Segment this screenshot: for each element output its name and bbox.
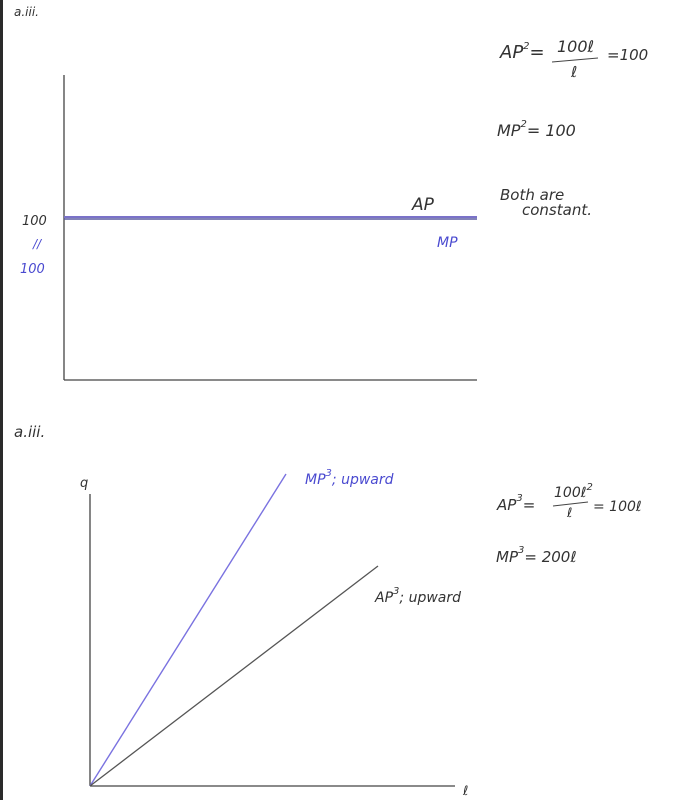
- y-tick-100: 100: [22, 214, 47, 229]
- part1-notes: AP2= 100ℓ ℓ =100 MP2= 100 Both are const…: [497, 37, 648, 219]
- conclusion-line2: constant.: [522, 201, 592, 219]
- ap-label: AP: [411, 195, 435, 215]
- equivalence-mark: //: [32, 237, 43, 251]
- y-axis-label-q: q: [80, 476, 88, 491]
- ap2-denominator: ℓ: [570, 63, 577, 81]
- page-left-edge: [0, 0, 3, 800]
- fraction-bar: [551, 57, 599, 63]
- part2-label: a.iii.: [14, 423, 45, 441]
- conclusion-line1: Both are: [500, 186, 564, 204]
- mp-label: MP: [437, 235, 458, 251]
- ap3-numerator: 100ℓ2: [554, 482, 593, 501]
- ap3-denominator: ℓ: [566, 506, 572, 521]
- mp2-equation: MP2= 100: [497, 119, 576, 140]
- ap3-result: = 100ℓ: [593, 499, 642, 515]
- mp3-equation: MP3= 200ℓ: [496, 545, 577, 566]
- ap3-lhs: AP3=: [496, 493, 535, 514]
- ap2-result: =100: [607, 46, 648, 64]
- graph-2: q ℓ MP3; upward AP3; upward: [80, 468, 468, 799]
- x-axis-label-l: ℓ: [462, 784, 468, 799]
- ap2-lhs: AP2=: [499, 41, 545, 63]
- mp3-label: MP3; upward: [305, 468, 394, 488]
- fraction-bar-2: [552, 501, 589, 507]
- ap3-line: [89, 565, 379, 787]
- y-tick-100-blue: 100: [20, 262, 45, 277]
- part1-label: a.iii.: [14, 5, 39, 19]
- graph-1: 100 // 100 AP MP: [20, 75, 477, 381]
- ap3-label: AP3; upward: [374, 586, 461, 606]
- part2-notes: AP3= 100ℓ2 ℓ = 100ℓ MP3= 200ℓ: [496, 482, 642, 566]
- ap2-numerator: 100ℓ: [557, 37, 594, 56]
- mp3-line: [89, 473, 287, 787]
